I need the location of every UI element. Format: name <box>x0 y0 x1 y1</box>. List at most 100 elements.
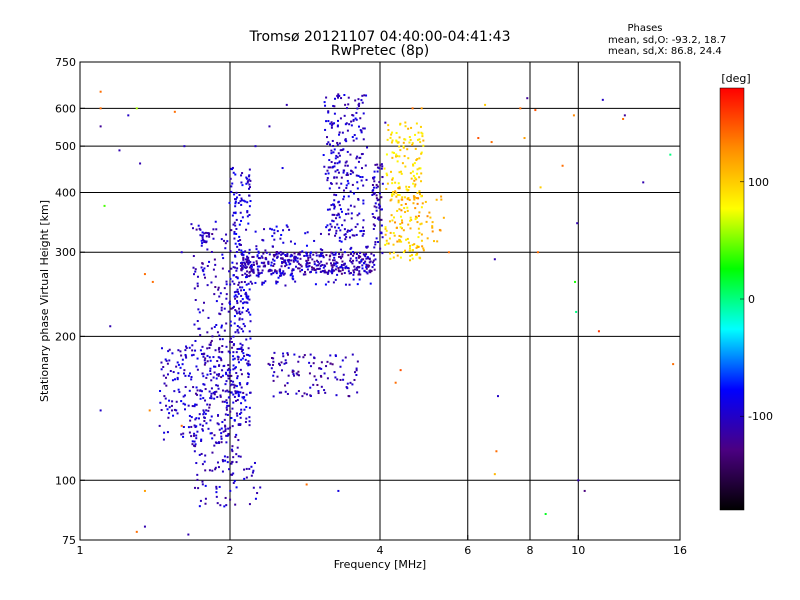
data-point <box>262 262 265 265</box>
data-point <box>408 186 411 189</box>
data-point <box>352 254 355 257</box>
data-point <box>243 266 246 269</box>
data-point <box>357 254 360 257</box>
data-point <box>221 267 224 270</box>
data-point <box>245 228 248 231</box>
data-point <box>389 257 392 260</box>
data-point <box>322 266 325 269</box>
data-point <box>210 395 213 398</box>
data-point <box>200 452 203 455</box>
data-point <box>202 409 205 412</box>
data-point <box>282 229 285 232</box>
data-point <box>192 386 195 389</box>
data-point <box>201 262 204 265</box>
data-point <box>200 439 203 442</box>
data-point <box>262 252 265 255</box>
data-point <box>352 259 355 262</box>
data-point <box>213 393 216 396</box>
data-point <box>238 307 241 310</box>
data-point <box>340 176 343 179</box>
data-point <box>396 209 399 212</box>
data-point <box>333 371 336 374</box>
data-point <box>414 176 417 179</box>
data-point <box>356 155 359 158</box>
data-point <box>233 419 236 422</box>
data-point <box>227 364 230 367</box>
data-point <box>236 446 239 449</box>
data-point <box>247 222 250 225</box>
data-point <box>422 247 425 250</box>
data-point <box>239 243 242 246</box>
data-point <box>214 220 217 223</box>
data-point <box>398 136 401 139</box>
data-point <box>204 276 207 279</box>
data-point <box>431 221 434 224</box>
data-point <box>260 271 263 274</box>
data-point <box>294 259 297 262</box>
data-point <box>216 461 219 464</box>
data-point <box>292 260 295 263</box>
data-point <box>229 177 232 180</box>
data-point <box>273 232 276 235</box>
data-point <box>235 269 238 272</box>
data-point <box>261 281 264 284</box>
data-point <box>284 384 287 387</box>
data-point <box>318 367 321 370</box>
data-point <box>338 133 341 136</box>
data-point <box>397 187 400 190</box>
data-point <box>336 162 339 165</box>
data-point <box>372 227 375 230</box>
data-point <box>248 205 251 208</box>
data-point <box>201 372 204 375</box>
data-point <box>187 374 190 377</box>
data-point <box>344 164 347 167</box>
data-point <box>365 94 368 97</box>
data-point <box>226 456 229 459</box>
data-point <box>217 374 220 377</box>
data-point <box>406 209 409 212</box>
data-point <box>227 367 230 370</box>
data-point <box>224 390 227 393</box>
data-point <box>345 122 348 125</box>
data-point <box>338 154 341 157</box>
data-point <box>234 173 237 176</box>
data-point <box>226 369 229 372</box>
data-point <box>270 367 273 370</box>
data-point <box>239 383 242 386</box>
data-point <box>279 237 282 240</box>
data-point <box>242 330 245 333</box>
data-point <box>421 245 424 248</box>
data-point <box>208 469 211 472</box>
data-point <box>420 180 423 183</box>
data-point <box>373 263 376 266</box>
data-point <box>333 269 336 272</box>
data-point <box>331 252 334 255</box>
data-point <box>225 297 228 300</box>
data-point <box>345 236 348 239</box>
data-point <box>231 214 234 217</box>
data-point <box>236 375 239 378</box>
data-point <box>261 256 264 259</box>
data-point <box>211 335 214 338</box>
data-point <box>378 216 381 219</box>
data-point <box>232 211 235 214</box>
data-point <box>215 491 218 494</box>
data-point <box>243 408 246 411</box>
data-point <box>576 222 579 225</box>
data-point <box>204 412 207 415</box>
data-point <box>390 170 393 173</box>
data-point <box>247 376 250 379</box>
data-point <box>190 416 193 419</box>
data-point <box>201 231 204 234</box>
data-point <box>240 281 243 284</box>
data-point <box>322 254 325 257</box>
data-point <box>234 297 237 300</box>
data-point <box>215 487 218 490</box>
data-point <box>195 425 198 428</box>
data-point <box>344 138 347 141</box>
data-point <box>341 359 344 362</box>
data-point <box>172 371 175 374</box>
data-point <box>232 335 235 338</box>
data-point <box>252 261 255 264</box>
data-point <box>233 322 236 325</box>
